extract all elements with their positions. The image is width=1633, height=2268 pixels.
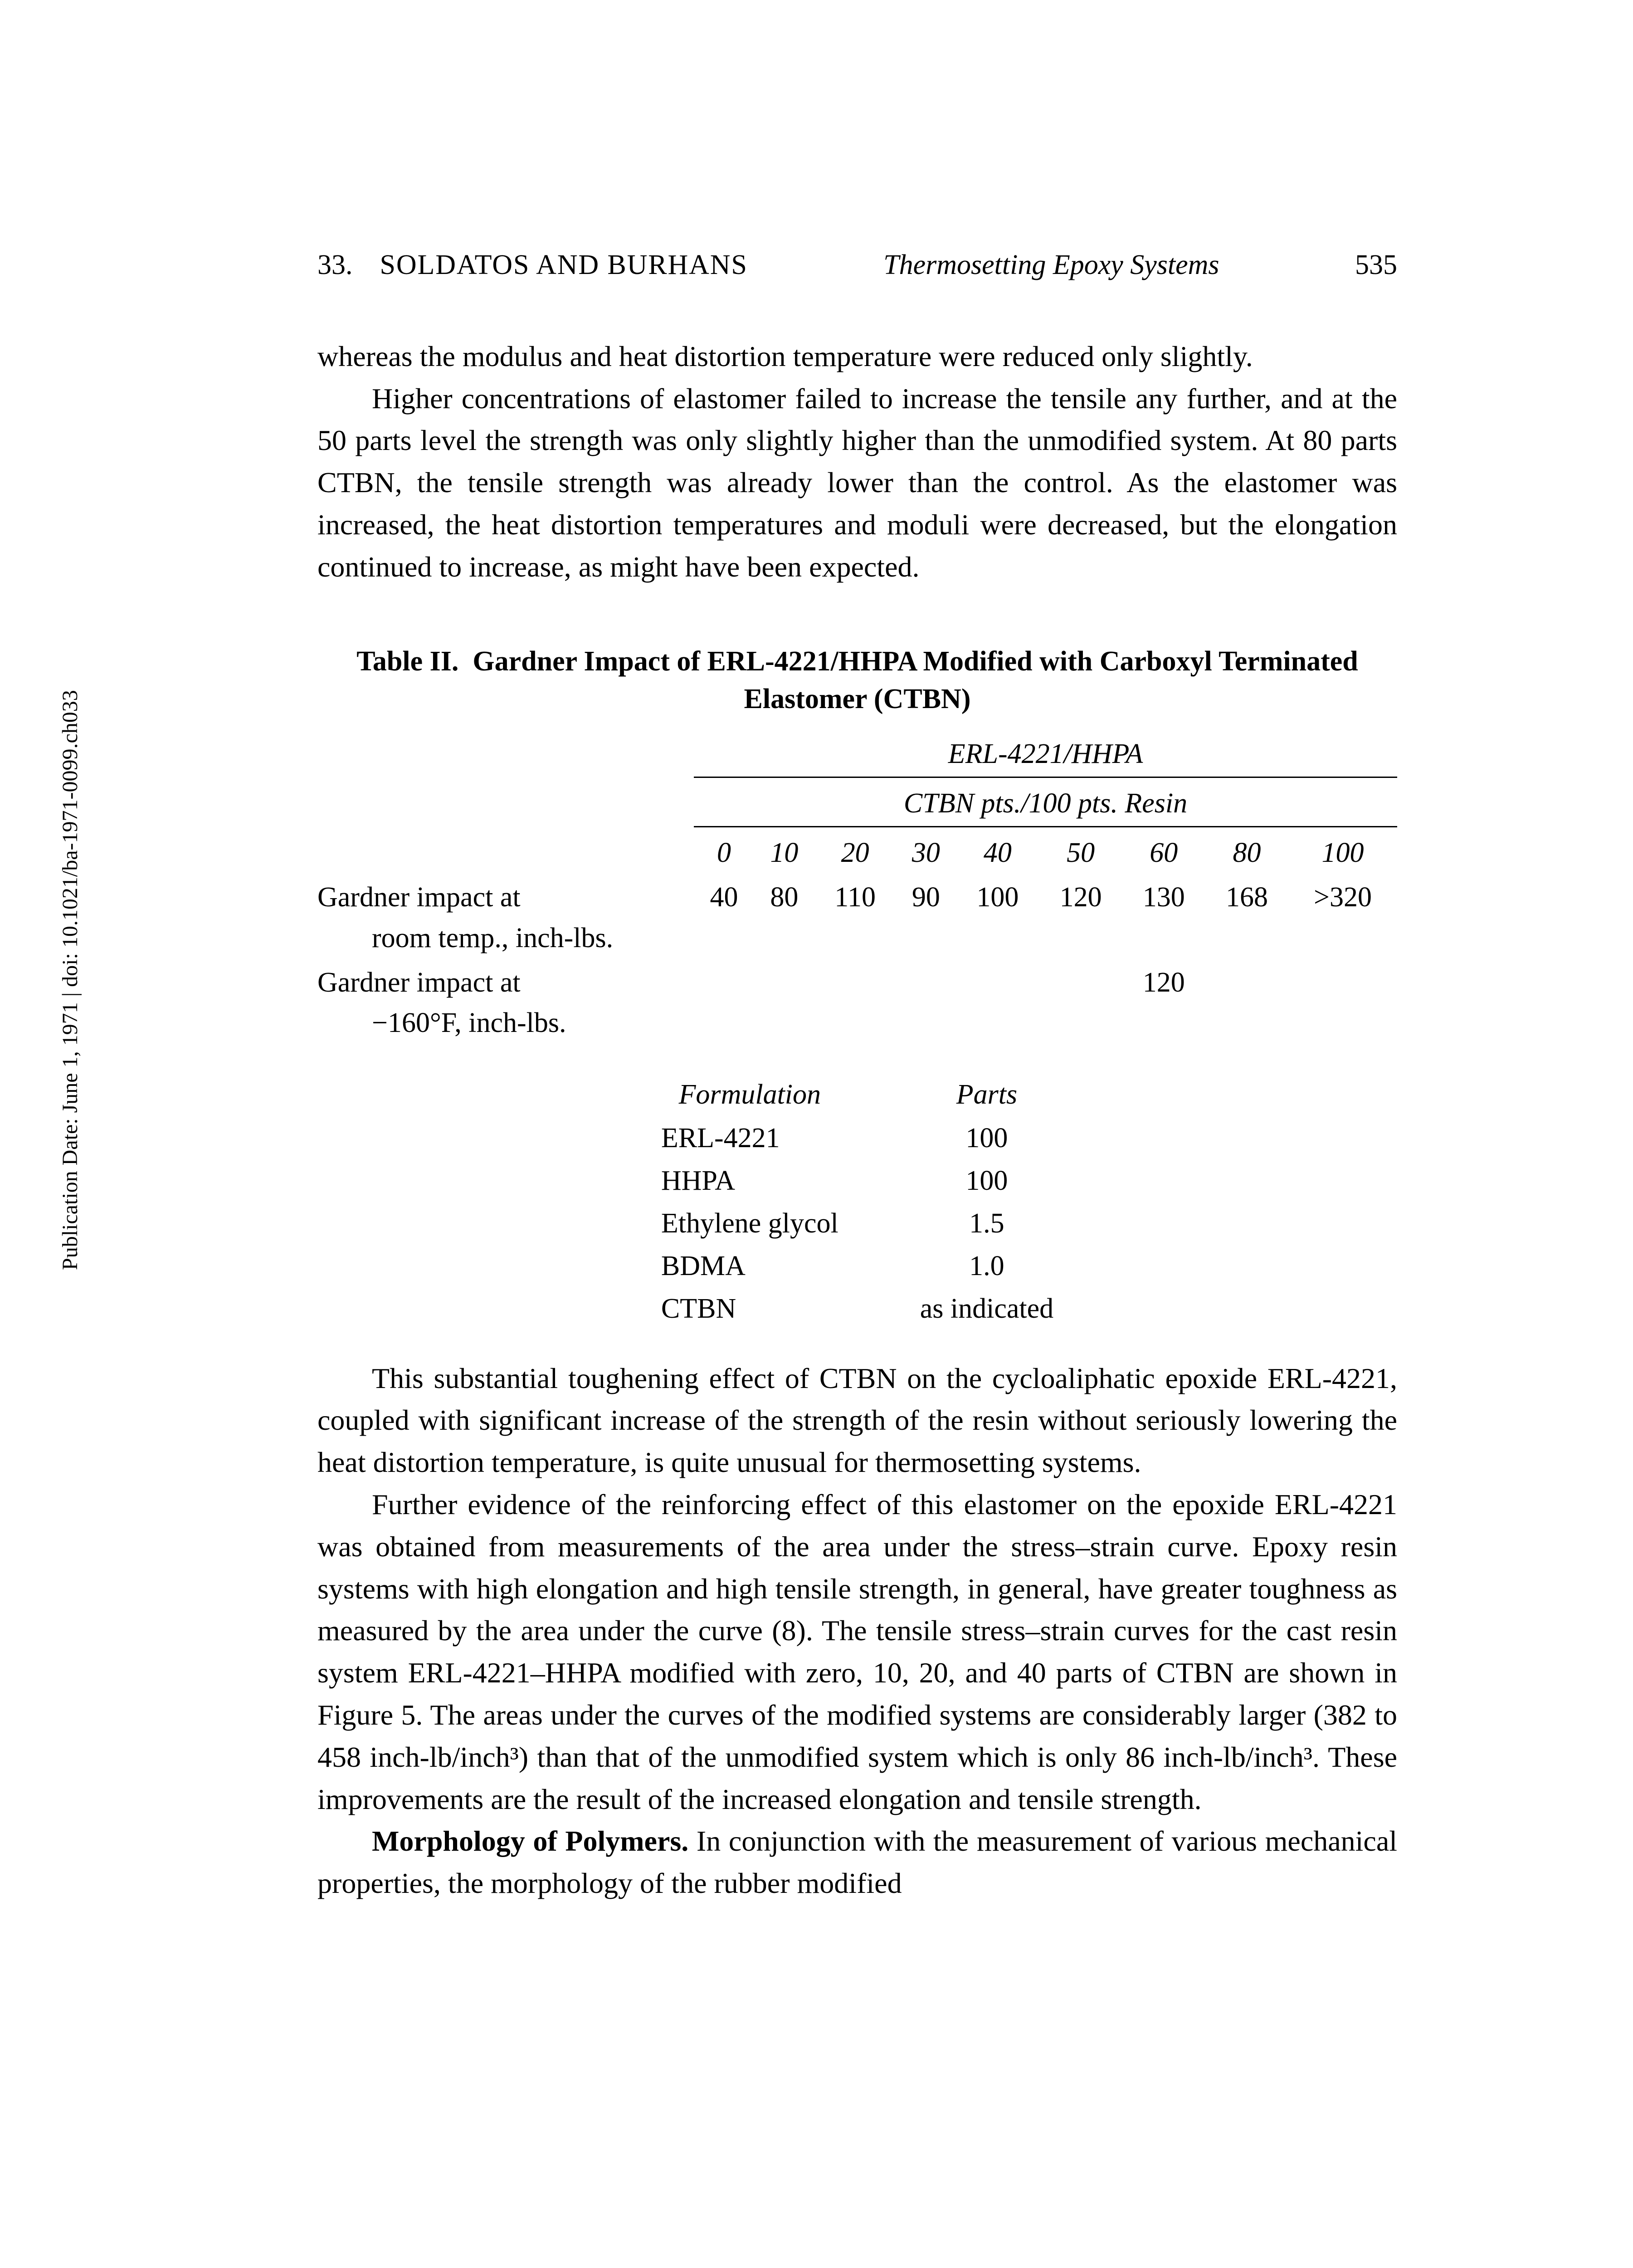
table-cell: 120 (1039, 875, 1122, 961)
running-authors: SOLDATOS AND BURHANS (380, 245, 748, 286)
chapter-number: 33. (317, 245, 353, 286)
table-cell (1039, 961, 1122, 1046)
table-row-label: Gardner impact at −160°F, inch-lbs. (317, 961, 694, 1046)
formulation-parts: 100 (879, 1160, 1094, 1202)
formulation-parts: 1.5 (879, 1202, 1094, 1245)
table-row: Gardner impact at −160°F, inch-lbs. 120 (317, 961, 1397, 1046)
table-caption-text: Gardner Impact of ERL-4221/HHPA Modified… (473, 646, 1358, 715)
table-cell (814, 961, 896, 1046)
table-cell: 168 (1205, 875, 1288, 961)
running-title: Thermosetting Epoxy Systems (883, 245, 1219, 286)
formulation-name: Ethylene glycol (620, 1202, 879, 1245)
table-col-head: 100 (1288, 831, 1397, 875)
row-label-sub: room temp., inch-lbs. (317, 918, 689, 959)
table-cell (956, 961, 1039, 1046)
table-caption: Table II. Gardner Impact of ERL-4221/HHP… (317, 643, 1397, 719)
row-label-main: Gardner impact at (317, 967, 521, 998)
table-cell: 120 (1122, 961, 1205, 1046)
table-cell (754, 961, 814, 1046)
paragraph: Further evidence of the reinforcing effe… (317, 1484, 1397, 1820)
table-col-head: 50 (1039, 831, 1122, 875)
running-head: 33. SOLDATOS AND BURHANS Thermosetting E… (317, 245, 1397, 286)
table-cell: 130 (1122, 875, 1205, 961)
formulation-parts: as indicated (879, 1288, 1094, 1330)
table-cell (896, 961, 956, 1046)
section-heading-inline: Morphology of Polymers. (372, 1825, 688, 1857)
formulation-name: CTBN (620, 1288, 879, 1330)
table-row: BDMA 1.0 (620, 1245, 1094, 1288)
formulation-parts: 1.0 (879, 1245, 1094, 1288)
table-row: CTBN as indicated (620, 1288, 1094, 1330)
table-row: ERL-4221 100 (620, 1117, 1094, 1160)
page-number: 535 (1355, 245, 1397, 286)
publication-info-sidebar: Publication Date: June 1, 1971 | doi: 10… (54, 690, 86, 1270)
row-label-sub: −160°F, inch-lbs. (317, 1003, 689, 1044)
formulation-name: HHPA (620, 1160, 879, 1202)
page: 33. SOLDATOS AND BURHANS Thermosetting E… (0, 0, 1633, 2268)
table-col-head: 80 (1205, 831, 1288, 875)
row-label-main: Gardner impact at (317, 882, 521, 913)
formulation-head-right: Parts (879, 1073, 1094, 1117)
table-col-head: 30 (896, 831, 956, 875)
formulation-parts: 100 (879, 1117, 1094, 1160)
table-cell (1205, 961, 1288, 1046)
table-cell: 40 (694, 875, 754, 961)
table-cell: 100 (956, 875, 1039, 961)
table-col-head: 10 (754, 831, 814, 875)
table-row: Ethylene glycol 1.5 (620, 1202, 1094, 1245)
formulation-table: Formulation Parts ERL-4221 100 HHPA 100 … (620, 1073, 1094, 1330)
table-row-label: Gardner impact at room temp., inch-lbs. (317, 875, 694, 961)
paragraph: whereas the modulus and heat distortion … (317, 336, 1397, 378)
table-col-head: 20 (814, 831, 896, 875)
table-cell: 90 (896, 875, 956, 961)
table-cell: >320 (1288, 875, 1397, 961)
formulation-name: BDMA (620, 1245, 879, 1288)
table-col-head: 60 (1122, 831, 1205, 875)
table-sub-head: CTBN pts./100 pts. Resin (694, 782, 1397, 826)
formulation-name: ERL-4221 (620, 1117, 879, 1160)
table-cell (1288, 961, 1397, 1046)
paragraph: Higher concentrations of elastomer faile… (317, 378, 1397, 588)
table-cell (694, 961, 754, 1046)
table-cell: 80 (754, 875, 814, 961)
paragraph: This substantial toughening effect of CT… (317, 1358, 1397, 1484)
paragraph: Morphology of Polymers. In conjunction w… (317, 1820, 1397, 1905)
table-row: Gardner impact at room temp., inch-lbs. … (317, 875, 1397, 961)
gardner-impact-table: ERL-4221/HHPA CTBN pts./100 pts. Resin 0… (317, 732, 1397, 1046)
table-system-head: ERL-4221/HHPA (694, 732, 1397, 777)
table-row: HHPA 100 (620, 1160, 1094, 1202)
table-caption-prefix: Table II. (356, 646, 458, 677)
table-col-head: 0 (694, 831, 754, 875)
running-head-left: 33. SOLDATOS AND BURHANS (317, 245, 748, 286)
table-cell: 110 (814, 875, 896, 961)
table-col-head: 40 (956, 831, 1039, 875)
formulation-head-left: Formulation (620, 1073, 879, 1117)
